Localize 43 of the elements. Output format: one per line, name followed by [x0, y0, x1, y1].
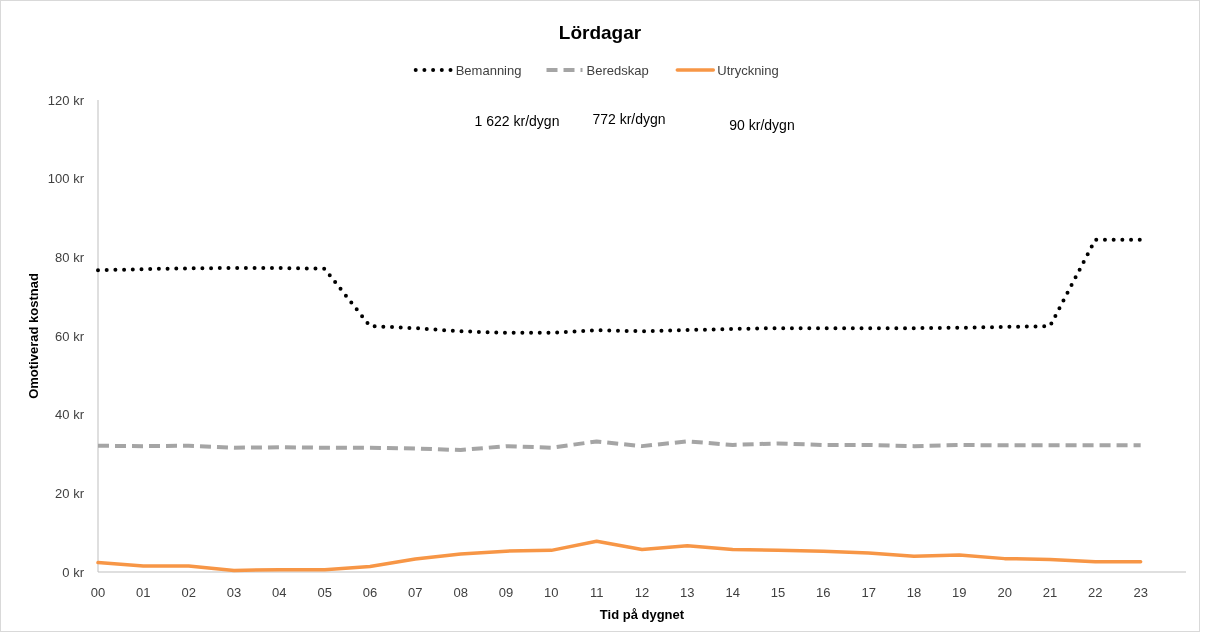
x-tick-label: 01	[136, 585, 151, 600]
legend-label: Bemanning	[455, 62, 522, 78]
x-tick-label: 08	[453, 585, 468, 600]
y-tick-label: 60 kr	[55, 328, 85, 344]
x-tick-label: 09	[498, 585, 514, 600]
y-axis-title: Omotiverad kostnad	[26, 273, 41, 399]
y-tick-label: 0 kr	[62, 564, 85, 580]
x-tick-label: 15	[770, 585, 786, 600]
x-tick-label: 22	[1088, 585, 1103, 600]
x-tick-label: 18	[906, 585, 922, 600]
x-tick-label: 12	[634, 585, 650, 600]
y-tick-label: 40 kr	[55, 407, 85, 423]
x-tick-label: 23	[1133, 585, 1148, 600]
line-series	[96, 439, 1143, 453]
x-tick-label: 20	[997, 585, 1012, 600]
annotation: 772 kr/dygn	[592, 111, 666, 127]
y-tick-label: 80 kr	[55, 249, 85, 265]
annotation: 1 622 kr/dygn	[474, 113, 560, 129]
line-series	[96, 539, 1143, 573]
line-series	[96, 237, 1143, 335]
legend-label: Utryckning	[717, 62, 779, 78]
legend-label: Beredskap	[586, 62, 649, 78]
x-tick-label: 10	[544, 585, 559, 600]
x-tick-label: 02	[181, 585, 196, 600]
x-tick-label: 07	[408, 585, 423, 600]
x-tick-label: 11	[589, 585, 604, 600]
x-tick-label: 19	[952, 585, 967, 600]
x-tick-label: 00	[90, 585, 106, 600]
y-tick-label: 120 kr	[47, 92, 85, 108]
chart-title: Lördagar	[558, 22, 642, 43]
x-tick-label: 14	[725, 585, 740, 600]
x-tick-label: 05	[317, 585, 332, 600]
x-tick-label: 17	[861, 585, 876, 600]
x-axis-title: Tid på dygnet	[599, 607, 685, 622]
y-tick-label: 100 kr	[47, 171, 85, 187]
x-tick-label: 21	[1042, 585, 1058, 600]
x-tick-label: 04	[272, 585, 287, 600]
x-tick-label: 13	[680, 585, 695, 600]
x-tick-label: 03	[226, 585, 242, 600]
y-tick-label: 20 kr	[55, 485, 85, 501]
annotation: 90 kr/dygn	[729, 117, 795, 133]
x-tick-label: 16	[816, 585, 831, 600]
x-tick-label: 06	[362, 585, 378, 600]
